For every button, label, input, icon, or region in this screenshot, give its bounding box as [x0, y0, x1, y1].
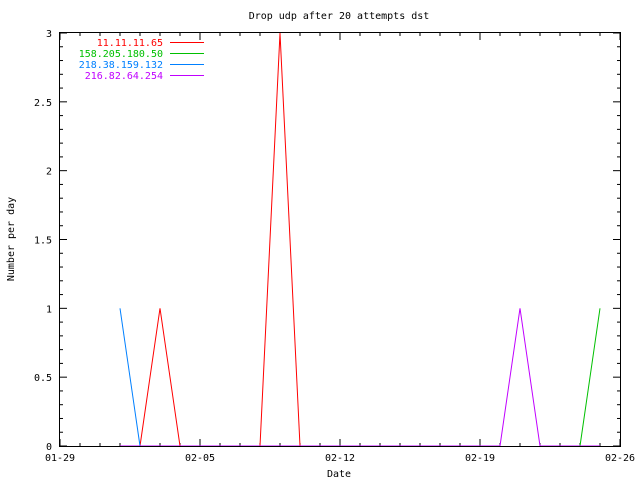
series-line-2 [119, 308, 141, 447]
plot-frame [59, 32, 621, 447]
series-line-0 [139, 32, 301, 447]
axis-ticks [59, 32, 621, 447]
legend-label: 158.205.180.50 [79, 49, 163, 60]
x-tick-label: 02-19 [465, 453, 495, 464]
legend-label: 218.38.159.132 [79, 60, 163, 71]
series-layer [119, 32, 601, 447]
x-axis-label: Date [327, 469, 351, 480]
y-tick-label: 3 [46, 29, 52, 40]
legend-label: 11.11.11.65 [97, 38, 163, 49]
x-tick-label: 02-26 [605, 453, 635, 464]
x-tick-label: 02-12 [325, 453, 355, 464]
legend-label: 216.82.64.254 [85, 71, 163, 82]
series-line-1 [579, 308, 601, 447]
y-tick-label: 0.5 [34, 373, 52, 384]
x-tick-label: 01-29 [45, 453, 75, 464]
y-tick-label: 2 [46, 167, 52, 178]
x-tick-label: 02-05 [185, 453, 215, 464]
chart-title: Drop udp after 20 attempts dst [249, 11, 430, 22]
axis-tick-labels: 01-29 02-05 02-12 02-19 02-26 0 0.5 1 1.5 2 2.5 3 [34, 29, 635, 464]
y-axis-label: Number per day [6, 197, 17, 281]
y-tick-label: 1.5 [34, 236, 52, 247]
legend: 11.11.11.65158.205.180.50218.38.159.1322… [79, 38, 204, 82]
series-line-3 [120, 308, 600, 447]
y-tick-label: 0 [46, 442, 52, 453]
y-tick-label: 2.5 [34, 98, 52, 109]
y-tick-label: 1 [46, 304, 52, 315]
